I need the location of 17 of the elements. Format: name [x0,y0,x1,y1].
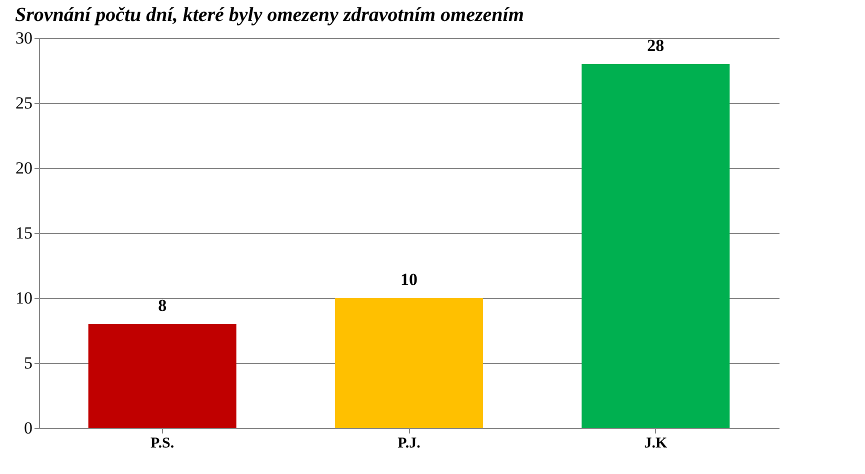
data-label: 10 [400,270,418,289]
x-tick-label: P.S. [150,436,174,452]
x-tick-label: J.K [644,436,668,452]
data-label: 28 [647,36,664,55]
bar [582,64,730,428]
y-tick-label: 10 [16,288,32,308]
bar [88,324,236,428]
data-label: 8 [158,296,167,315]
chart-title: Srovnání počtu dní, které byly omezeny zdravotním omezením [15,4,524,26]
bar [335,298,483,428]
y-tick-label: 20 [16,158,32,178]
y-tick-label: 25 [16,94,32,112]
x-tick-label: P.J. [398,436,421,452]
y-tick-label: 5 [24,354,32,372]
y-tick-label: 30 [16,28,32,48]
y-tick-label: 0 [24,418,32,438]
y-tick-label: 15 [16,224,32,242]
